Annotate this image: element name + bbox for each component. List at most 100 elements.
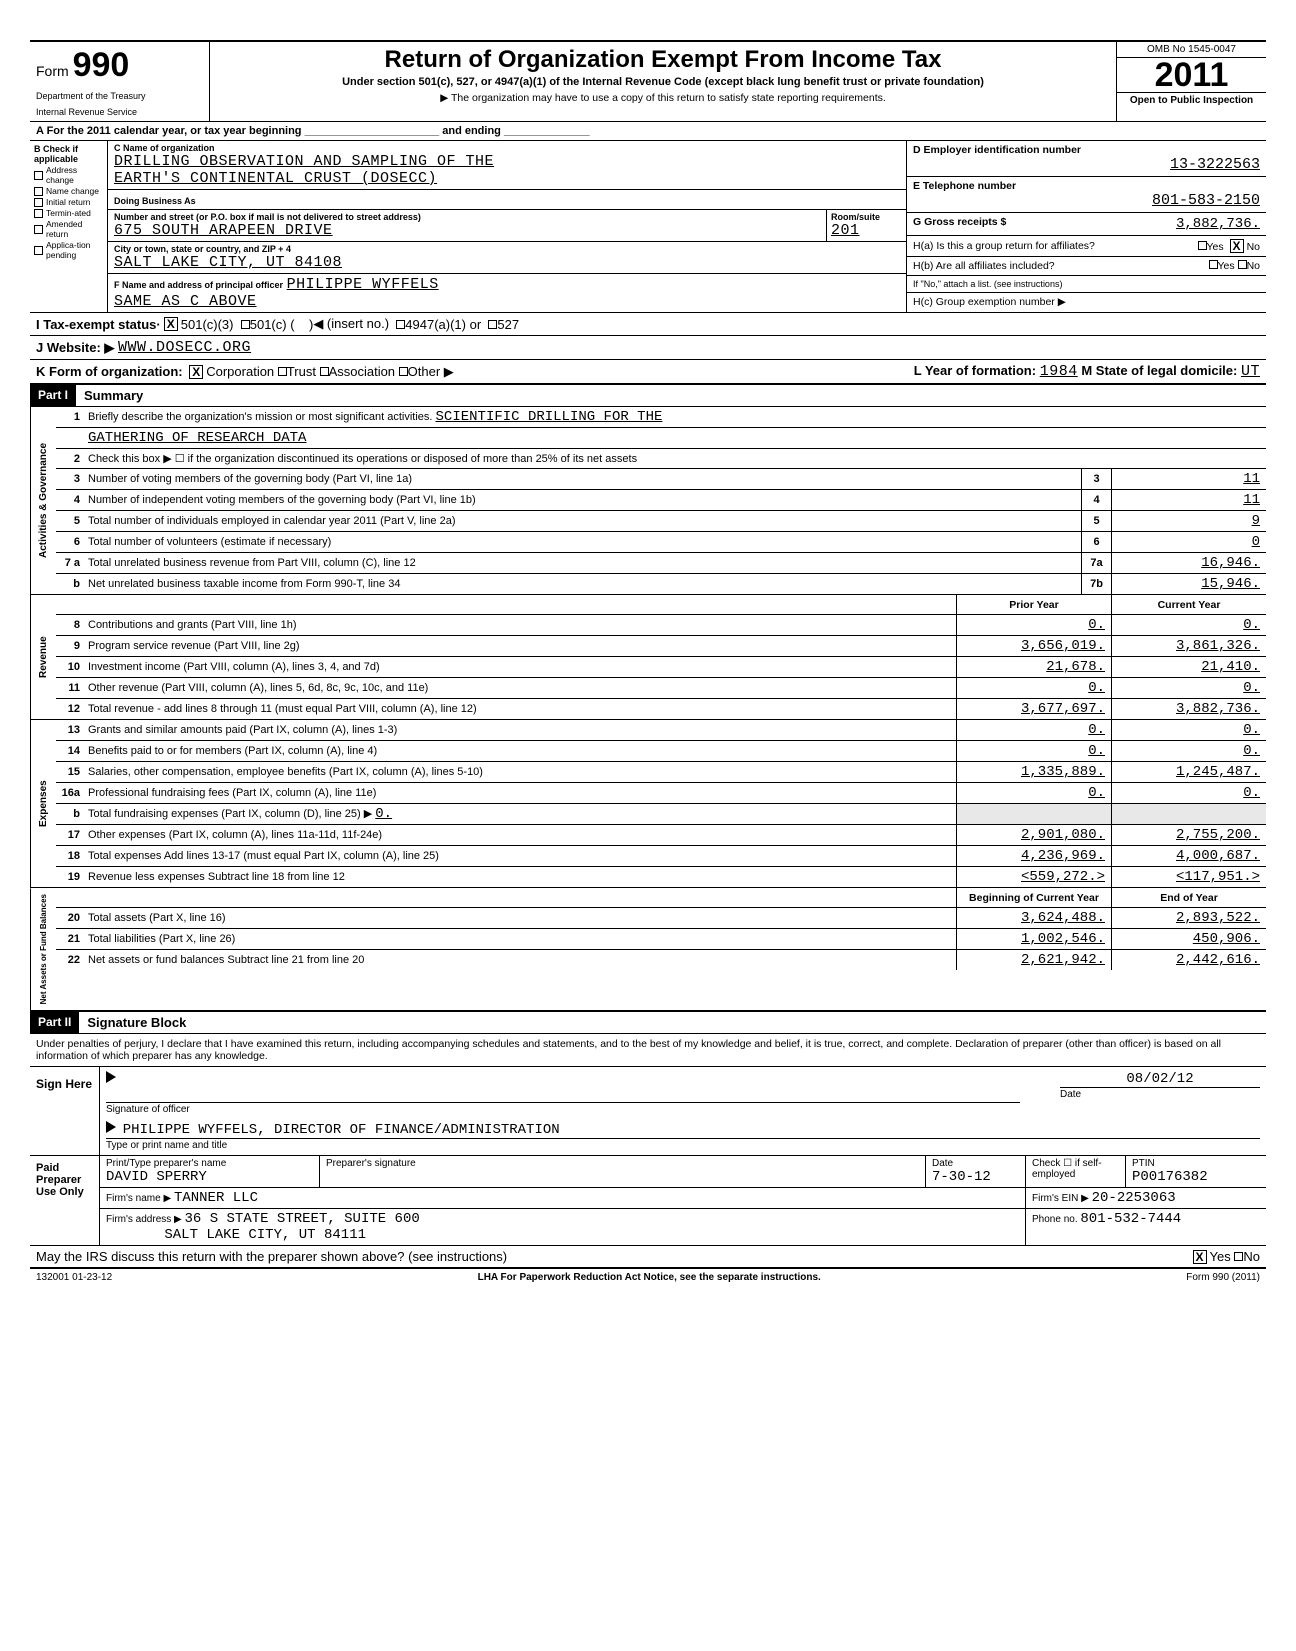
chk-amended[interactable] bbox=[34, 225, 43, 234]
501c-box[interactable] bbox=[241, 320, 250, 329]
527-box[interactable] bbox=[488, 320, 497, 329]
val-7a: 16,946. bbox=[1111, 553, 1266, 573]
4947-box[interactable] bbox=[396, 320, 405, 329]
col-c-org-info: C Name of organization DRILLING OBSERVAT… bbox=[108, 141, 906, 312]
header-right-box: OMB No 1545-0047 2011 Open to Public Ins… bbox=[1116, 42, 1266, 121]
val-4: 11 bbox=[1111, 490, 1266, 510]
preparer-date: 7-30-12 bbox=[932, 1169, 1019, 1185]
tel-value: 801-583-2150 bbox=[913, 192, 1260, 209]
row-i-tax-status: I Tax-exempt status· X 501(c)(3) 501(c) … bbox=[30, 313, 1266, 336]
chk-initial-return[interactable] bbox=[34, 198, 43, 207]
dba-label: Doing Business As bbox=[114, 196, 196, 206]
part-1-tag: Part I bbox=[30, 385, 76, 406]
paid-preparer-label: Paid Preparer Use Only bbox=[30, 1156, 100, 1245]
p16a: 0. bbox=[956, 783, 1111, 803]
c22: 2,442,616. bbox=[1111, 950, 1266, 970]
discuss-yes-box[interactable]: X bbox=[1193, 1250, 1207, 1264]
hc-label: H(c) Group exemption number ▶ bbox=[907, 293, 1266, 311]
firm-phone: 801-532-7444 bbox=[1080, 1211, 1181, 1227]
c16a: 0. bbox=[1111, 783, 1266, 803]
section-bcd: B Check if applicable Address change Nam… bbox=[30, 141, 1266, 313]
col-b-heading: B Check if applicable bbox=[34, 144, 103, 164]
hb-no-box[interactable] bbox=[1238, 260, 1247, 269]
form-subtitle-1: Under section 501(c), 527, or 4947(a)(1)… bbox=[220, 76, 1106, 88]
sig-date: 08/02/12 bbox=[1060, 1071, 1260, 1087]
firm-ein: 20-2253063 bbox=[1092, 1190, 1176, 1206]
perjury-declaration: Under penalties of perjury, I declare th… bbox=[30, 1034, 1266, 1067]
website-value: WWW.DOSECC.ORG bbox=[118, 339, 251, 356]
gross-value: 3,882,736. bbox=[1176, 216, 1260, 232]
mission-1: SCIENTIFIC DRILLING FOR THE bbox=[436, 409, 663, 425]
part-1-title: Summary bbox=[76, 385, 151, 406]
c19: <117,951.> bbox=[1111, 867, 1266, 887]
fundraising-total: 0. bbox=[375, 806, 392, 822]
row-a-calendar-year: A For the 2011 calendar year, or tax yea… bbox=[30, 122, 1266, 141]
c15: 1,245,487. bbox=[1111, 762, 1266, 782]
hdr-current: Current Year bbox=[1111, 595, 1266, 614]
irs-label: Internal Revenue Service bbox=[36, 107, 203, 117]
assoc-box[interactable] bbox=[320, 367, 329, 376]
c13: 0. bbox=[1111, 720, 1266, 740]
hdr-end: End of Year bbox=[1111, 888, 1266, 907]
mission-2: GATHERING OF RESEARCH DATA bbox=[88, 430, 306, 446]
c9: 3,861,326. bbox=[1111, 636, 1266, 656]
c17: 2,755,200. bbox=[1111, 825, 1266, 845]
footer-left: 132001 01-23-12 bbox=[36, 1272, 112, 1283]
ha-no-box[interactable]: X bbox=[1230, 239, 1244, 253]
tel-label: E Telephone number bbox=[913, 180, 1260, 192]
vtab-net: Net Assets or Fund Balances bbox=[30, 888, 56, 1010]
trust-box[interactable] bbox=[278, 367, 287, 376]
chk-terminated[interactable] bbox=[34, 209, 43, 218]
501c3-box[interactable]: X bbox=[164, 317, 178, 331]
ein-label: D Employer identification number bbox=[913, 144, 1260, 156]
section-revenue: Revenue Prior YearCurrent Year 8Contribu… bbox=[30, 595, 1266, 720]
chk-application[interactable] bbox=[34, 246, 43, 255]
col-d-right: D Employer identification number 13-3222… bbox=[906, 141, 1266, 312]
p14: 0. bbox=[956, 741, 1111, 761]
corp-box[interactable]: X bbox=[189, 365, 203, 379]
ha-yes-box[interactable] bbox=[1198, 241, 1207, 250]
vtab-expenses: Expenses bbox=[30, 720, 56, 887]
row-k-form-org: K Form of organization: XCorporation Tru… bbox=[30, 360, 1266, 384]
col-b-checkboxes: B Check if applicable Address change Nam… bbox=[30, 141, 108, 312]
name-arrow-icon bbox=[106, 1121, 116, 1133]
officer-name: PHILIPPE WYFFELS bbox=[287, 276, 439, 293]
room-value: 201 bbox=[831, 222, 902, 239]
discuss-row: May the IRS discuss this return with the… bbox=[30, 1246, 1266, 1268]
p20: 3,624,488. bbox=[956, 908, 1111, 928]
chk-address-change[interactable] bbox=[34, 171, 43, 180]
website-label: J Website: ▶ bbox=[36, 340, 114, 356]
hdr-begin: Beginning of Current Year bbox=[956, 888, 1111, 907]
val-5: 9 bbox=[1111, 511, 1266, 531]
p10: 21,678. bbox=[956, 657, 1111, 677]
room-label: Room/suite bbox=[831, 212, 902, 222]
p8: 0. bbox=[956, 615, 1111, 635]
vtab-revenue: Revenue bbox=[30, 595, 56, 719]
street-address: 675 SOUTH ARAPEEN DRIVE bbox=[114, 222, 820, 239]
self-employed-check: Check ☐ if self-employed bbox=[1026, 1156, 1126, 1187]
part-1-header: Part I Summary bbox=[30, 384, 1266, 407]
footer-right: Form 990 (2011) bbox=[1186, 1272, 1260, 1283]
section-net-assets: Net Assets or Fund Balances Beginning of… bbox=[30, 888, 1266, 1011]
city-value: SALT LAKE CITY, UT 84108 bbox=[114, 254, 900, 271]
part-2-tag: Part II bbox=[30, 1012, 79, 1033]
chk-name-change[interactable] bbox=[34, 187, 43, 196]
form-title: Return of Organization Exempt From Incom… bbox=[220, 46, 1106, 74]
addr-label: Number and street (or P.O. box if mail i… bbox=[114, 212, 820, 222]
state-domicile: UT bbox=[1241, 363, 1260, 380]
ha-label: H(a) Is this a group return for affiliat… bbox=[913, 240, 1095, 252]
sig-date-label: Date bbox=[1060, 1089, 1081, 1100]
row-k-label: K Form of organization: bbox=[36, 364, 183, 379]
tax-year: 2011 bbox=[1117, 58, 1266, 92]
val-7b: 15,946. bbox=[1111, 574, 1266, 594]
dept-treasury: Department of the Treasury bbox=[36, 91, 203, 101]
p12: 3,677,697. bbox=[956, 699, 1111, 719]
part-2-title: Signature Block bbox=[79, 1012, 194, 1033]
part-2-header: Part II Signature Block bbox=[30, 1011, 1266, 1034]
other-box[interactable] bbox=[399, 367, 408, 376]
firm-addr-1: 36 S STATE STREET, SUITE 600 bbox=[185, 1211, 420, 1227]
p9: 3,656,019. bbox=[956, 636, 1111, 656]
hb-yes-box[interactable] bbox=[1209, 260, 1218, 269]
city-label: City or town, state or country, and ZIP … bbox=[114, 244, 900, 254]
c14: 0. bbox=[1111, 741, 1266, 761]
